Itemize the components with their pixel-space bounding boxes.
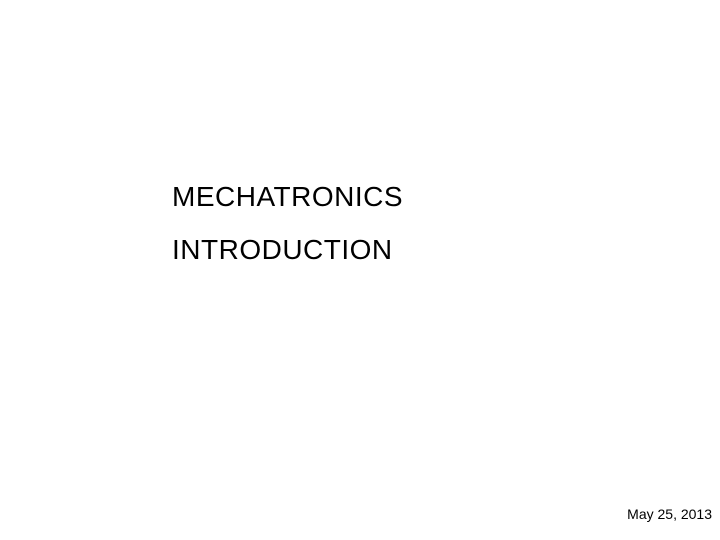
- title-line-1: MECHATRONICS: [172, 170, 403, 223]
- title-block: MECHATRONICS INTRODUCTION: [172, 170, 403, 276]
- title-line-2: INTRODUCTION: [172, 223, 403, 276]
- slide-date: May 25, 2013: [627, 506, 712, 522]
